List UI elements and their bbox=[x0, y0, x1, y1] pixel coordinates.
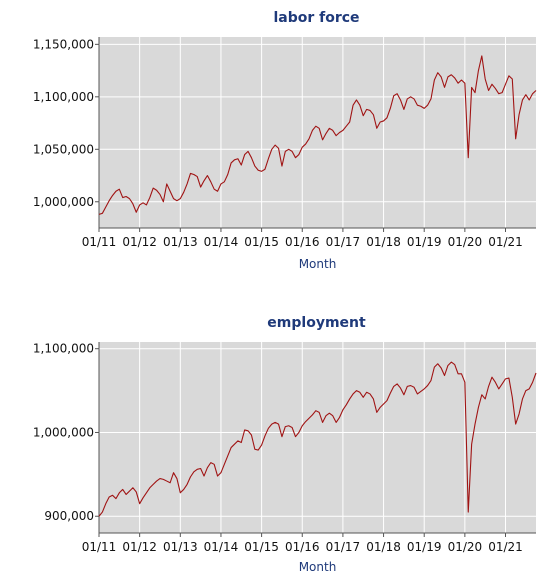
chart-1-series-line bbox=[98, 55, 537, 215]
chart-1-xtick-label-3: 01/14 bbox=[204, 235, 239, 249]
chart-1-ytick-label-1: 1,050,000 bbox=[33, 142, 94, 156]
chart-2-xtick-label-10: 01/21 bbox=[488, 540, 523, 554]
chart-2-ytick-label-1: 1,000,000 bbox=[33, 425, 94, 439]
chart-1-title: labor force bbox=[273, 10, 359, 26]
chart-2-xtick-label-7: 01/18 bbox=[366, 540, 401, 554]
chart-2-xtick-label-6: 01/17 bbox=[326, 540, 361, 554]
chart-2-xtick-label-1: 01/12 bbox=[122, 540, 157, 554]
chart-1-x-axis-label: Month bbox=[299, 257, 337, 271]
chart-1-xtick-label-1: 01/12 bbox=[122, 235, 157, 249]
chart-2-xtick-label-0: 01/11 bbox=[82, 540, 117, 554]
chart-2-title: employment bbox=[267, 315, 366, 331]
chart-2-ytick-label-2: 1,100,000 bbox=[33, 342, 94, 356]
chart-2-ytick-label-0: 900,000 bbox=[44, 509, 94, 523]
chart-1-xtick-label-6: 01/17 bbox=[326, 235, 361, 249]
chart-1-xtick-label-5: 01/16 bbox=[285, 235, 320, 249]
chart-1-xtick-label-10: 01/21 bbox=[488, 235, 523, 249]
chart-2-x-axis-label: Month bbox=[299, 560, 337, 574]
chart-1-plot-area bbox=[99, 37, 536, 228]
chart-1-xtick-label-2: 01/13 bbox=[163, 235, 198, 249]
chart-2-xtick-label-8: 01/19 bbox=[407, 540, 442, 554]
chart-1-xtick-label-8: 01/19 bbox=[407, 235, 442, 249]
chart-2-xtick-label-9: 01/20 bbox=[448, 540, 483, 554]
chart-1-ytick-label-3: 1,150,000 bbox=[33, 37, 94, 51]
chart-2-xtick-label-2: 01/13 bbox=[163, 540, 198, 554]
chart-2-plot-area bbox=[99, 342, 536, 533]
chart-1-xtick-label-0: 01/11 bbox=[82, 235, 117, 249]
chart-1-xtick-label-7: 01/18 bbox=[366, 235, 401, 249]
chart-1-xtick-label-4: 01/15 bbox=[244, 235, 279, 249]
chart-1-ytick-label-0: 1,000,000 bbox=[33, 195, 94, 209]
chart-2-xtick-label-3: 01/14 bbox=[204, 540, 239, 554]
chart-2-xtick-label-5: 01/16 bbox=[285, 540, 320, 554]
chart-1-ytick-label-2: 1,100,000 bbox=[33, 90, 94, 104]
chart-2-xtick-label-4: 01/15 bbox=[244, 540, 279, 554]
chart-1-xtick-label-9: 01/20 bbox=[448, 235, 483, 249]
chart-2-series-line bbox=[98, 361, 537, 517]
